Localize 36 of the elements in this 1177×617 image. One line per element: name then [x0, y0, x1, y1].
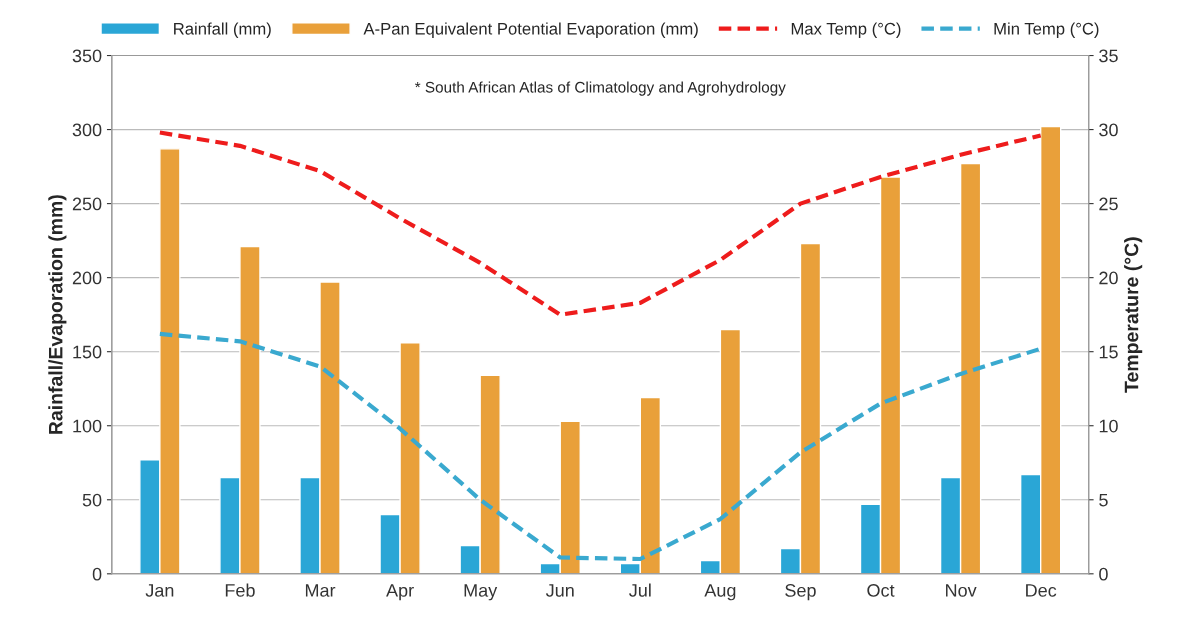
line-series: [157, 130, 1043, 317]
y2-tick-label: 10: [1099, 419, 1118, 433]
legend-label: Rainfall (mm): [174, 22, 271, 38]
y-tick-label: 0: [92, 567, 102, 581]
x-tick-label: Dec: [1026, 584, 1057, 597]
y2-tick-label: 20: [1099, 271, 1118, 285]
y-tick-label: 250: [72, 197, 102, 211]
x-tick-label: Aug: [704, 584, 736, 601]
x-tick-label: Mar: [305, 584, 336, 597]
y-axis-title: Rainfall/Evaporation (mm): [48, 195, 67, 434]
y-tick-label: 150: [73, 345, 102, 359]
x-tick-label: Apr: [386, 584, 414, 601]
y2-tick-label: 0: [1099, 567, 1108, 581]
y2-tick-label: 30: [1099, 123, 1118, 137]
legend-label: A-Pan Equivalent Potential Evaporation (mm): [363, 22, 698, 38]
y-tick-label: 200: [72, 271, 102, 285]
x-tick-label: Jan: [145, 584, 174, 597]
x-tick-label: Nov: [946, 584, 977, 597]
y2-tick-label: 5: [1099, 493, 1108, 507]
y-tick-label: 350: [72, 49, 102, 63]
y-tick-label: 300: [72, 123, 102, 137]
x-tick-label: Feb: [225, 583, 255, 597]
y2-tick-label: 35: [1099, 49, 1118, 63]
x-tick-label: May: [464, 584, 498, 601]
legend-label: Max Temp (°C): [791, 22, 901, 38]
y-tick-label: 50: [82, 493, 102, 507]
x-tick-label: Sep: [785, 584, 816, 601]
legend-label: Min Temp (°C): [994, 22, 1099, 38]
annotation: * South African Atlas of Climatology and Agrohydrology: [414, 81, 786, 96]
y-tick-label: 100: [73, 419, 102, 433]
y2-tick-label: 15: [1099, 345, 1118, 359]
y2-axis-title: Temperature (°C): [1124, 237, 1143, 393]
x-tick-label: Jun: [545, 584, 574, 597]
x-tick-label: Jul: [629, 583, 651, 597]
x-tick-label: Oct: [867, 584, 895, 597]
y2-tick-label: 25: [1099, 197, 1118, 211]
